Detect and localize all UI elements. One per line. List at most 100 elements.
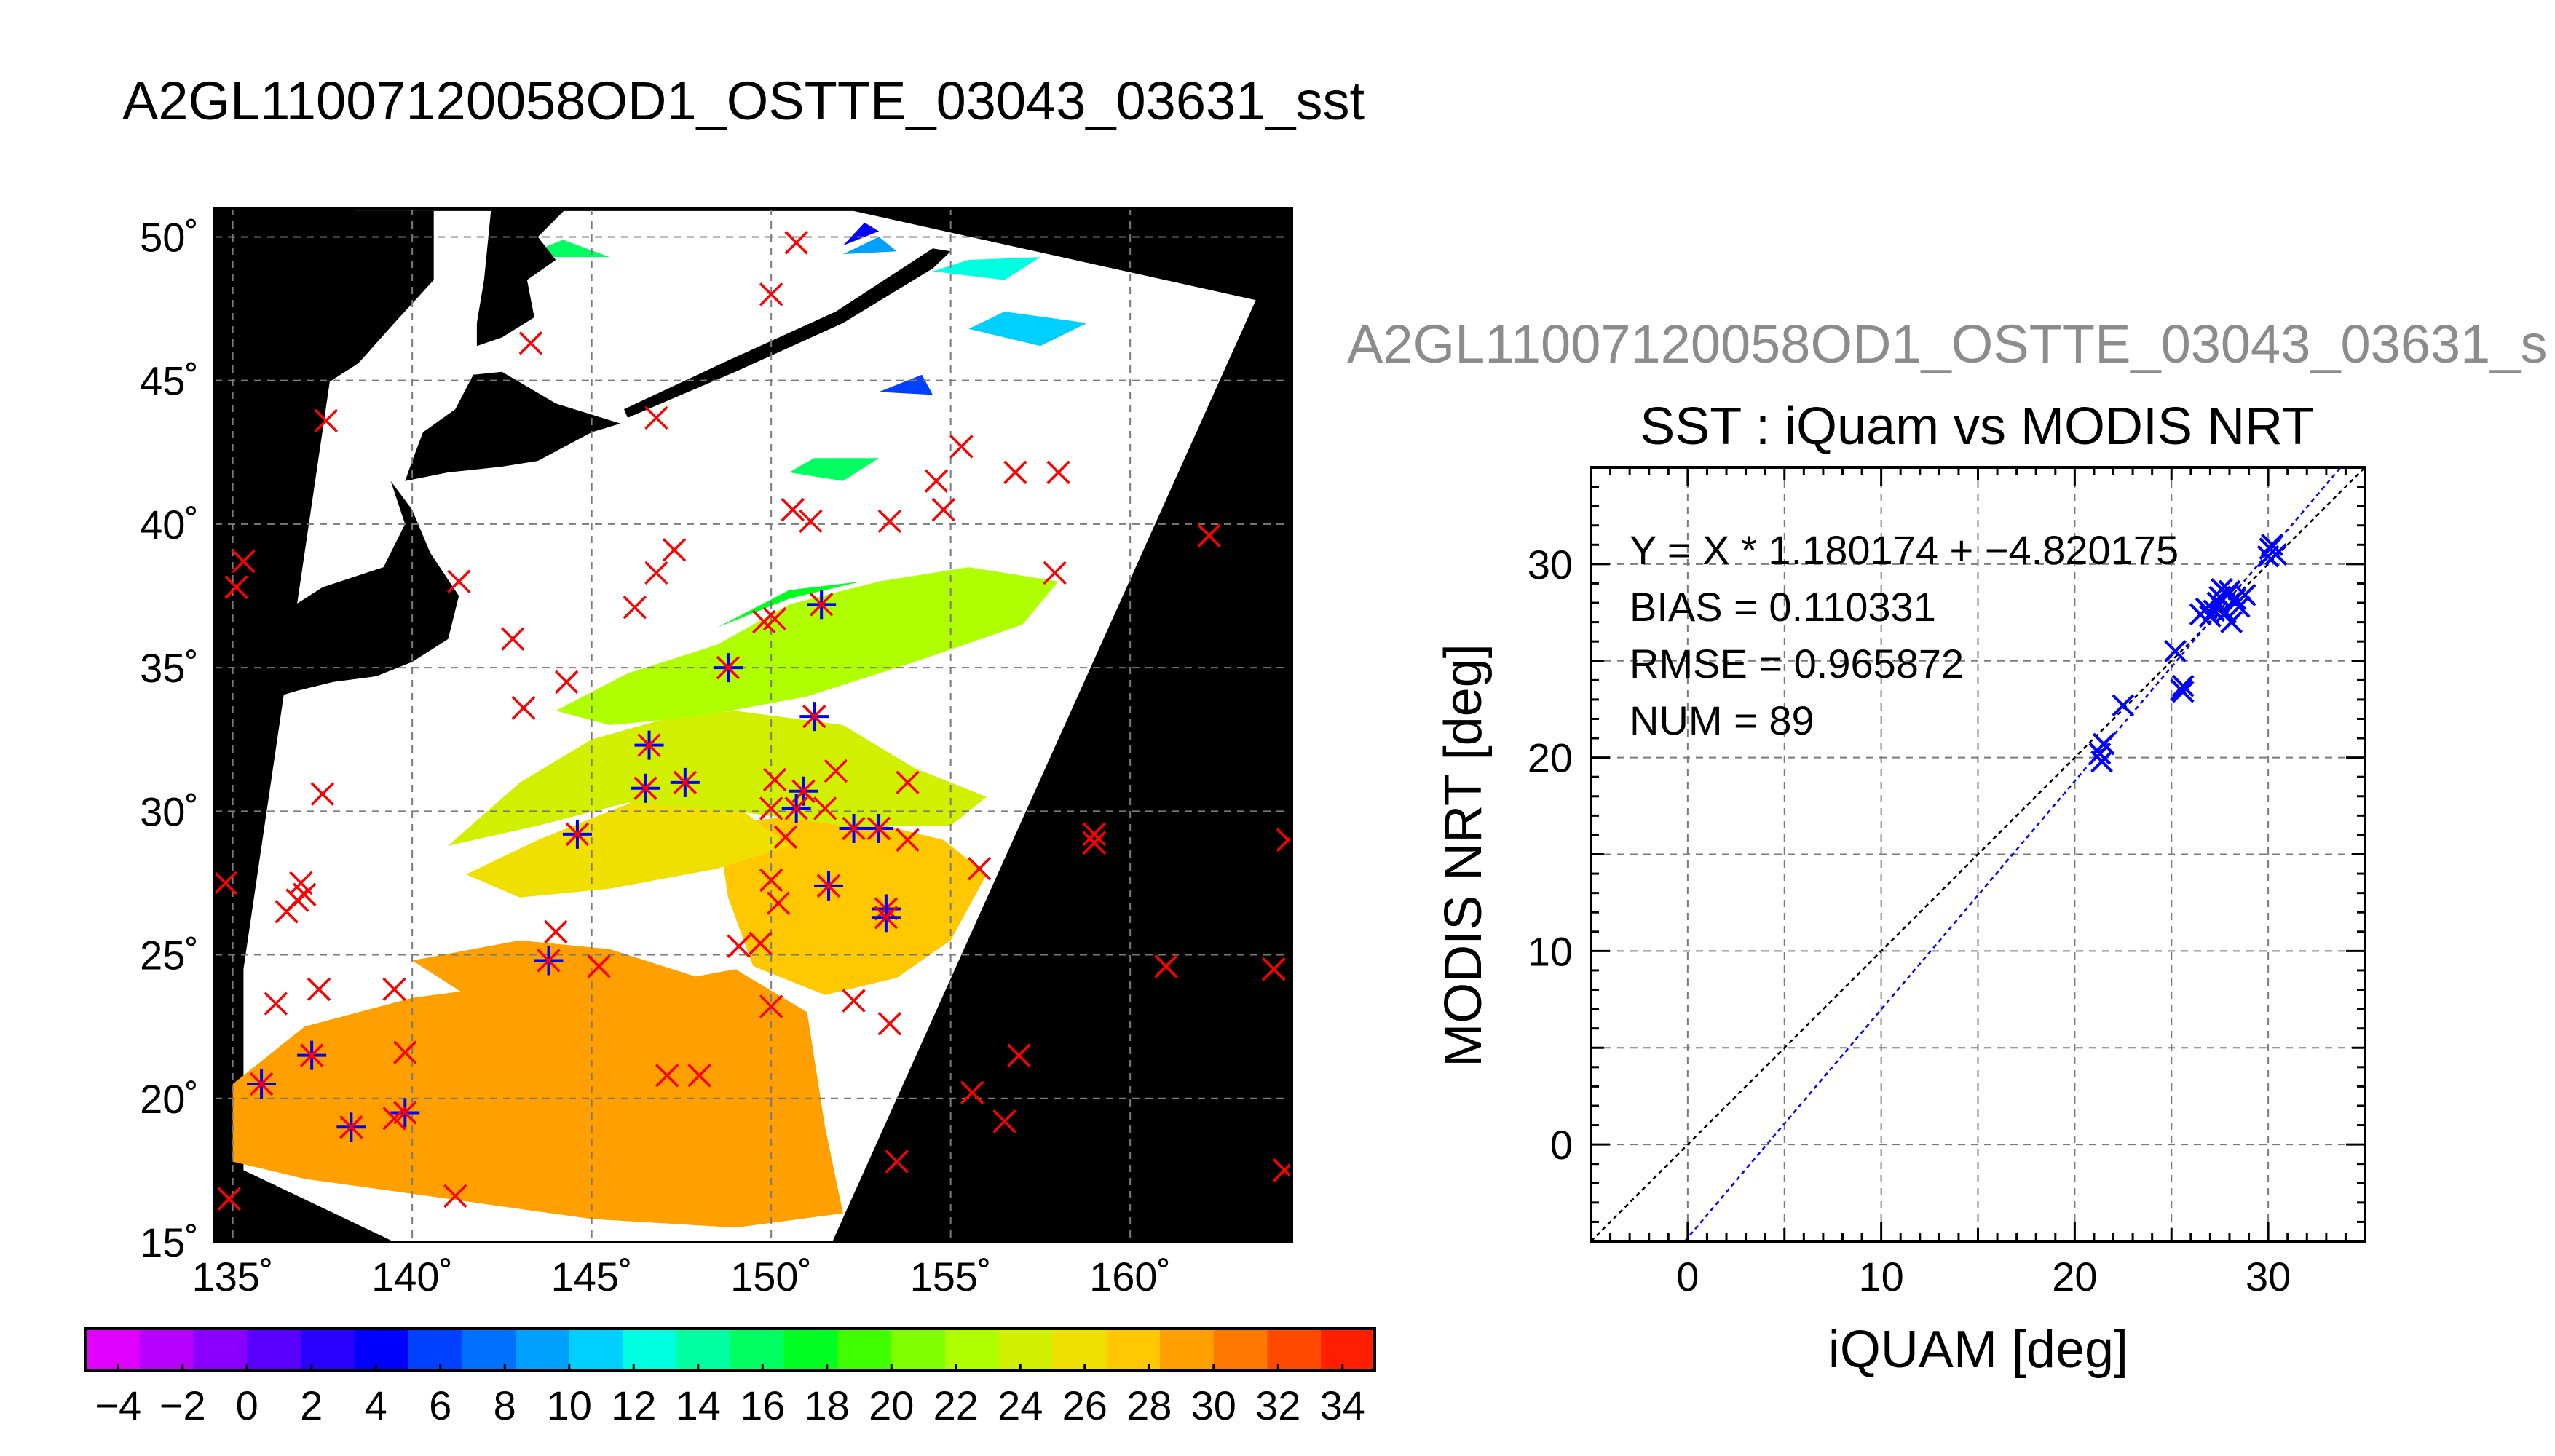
matchup-marker-used [390,1098,420,1128]
marker-stroke [1046,460,1070,485]
marker-stroke [1003,460,1027,485]
marker-stroke [633,776,657,801]
marker-stroke [232,549,256,574]
matchup-markers [215,231,1292,1211]
colorbar-tick-label: 28 [1126,1382,1172,1428]
y-tick-label: 0 [1550,1122,1573,1168]
matchup-marker [799,509,823,534]
scatter-point [2164,640,2187,662]
matchup-marker [623,596,647,620]
sst-patch [717,581,861,628]
lat-tick-label: 25˚ [140,933,199,978]
matchup-marker [518,331,543,355]
matchup-marker-used [814,871,844,901]
map-frame [213,207,1293,1243]
matchup-marker [1082,831,1107,855]
matchup-marker [500,627,525,651]
colorbar-cells [86,1329,1375,1371]
marker-stroke [799,509,823,534]
colorbar-tick-label: 8 [494,1382,516,1428]
matchup-marker [544,919,568,944]
marker-stroke [816,874,841,898]
marker-stroke [1276,834,1292,852]
colorbar-cell [247,1329,301,1371]
stats-regression: Y = X * 1.180174 + −4.820175 [1630,527,2179,573]
map-tick-labels: 15˚ 20˚ 25˚ 30˚ 35˚ 40˚ 45˚ 50˚ 135˚ 140˚ 145˚ 150˚… [140,214,1171,1299]
matchup-marker [759,994,783,1018]
matchup-marker [1276,828,1292,852]
colorbar-cell [623,1329,678,1371]
sst-patch [842,237,897,255]
matchup-marker [275,900,299,924]
colorbar-cell [1213,1329,1268,1371]
colorbar-cell [1106,1329,1161,1371]
scatter-point [2171,680,2195,703]
marker-stroke [802,704,826,729]
matchup-marker [382,1107,406,1131]
colorbar-frame [84,1327,1376,1372]
colorbar-cell [139,1329,194,1371]
matchup-marker [784,231,808,255]
matchup-marker [644,561,668,585]
marker-stroke [759,994,783,1018]
marker-stroke [339,1115,363,1139]
land-kuril [624,248,951,418]
marker-stroke [809,593,834,617]
matchup-marker [896,828,920,852]
matchup-marker-used [634,730,664,760]
marker-stroke [637,733,661,757]
marker-stroke [587,954,611,978]
matchup-marker [554,670,579,695]
point-stroke [2233,583,2256,606]
marker-stroke [762,606,787,631]
lat-tick-label: 20˚ [140,1076,199,1122]
matchup-marker [949,435,974,459]
marker-stroke [992,1109,1016,1133]
marker-stroke [518,331,543,355]
matchup-marker-used [807,590,837,620]
lat-tick-label: 15˚ [140,1219,199,1265]
marker-stroke [687,1063,711,1088]
matchup-marker [687,1063,711,1088]
point-stroke [2090,750,2113,773]
colorbar-cell [569,1329,624,1371]
marker-stroke [537,949,561,973]
lat-tick-label: 45˚ [140,358,199,404]
scatter-point [2171,674,2195,697]
colorbar-cell [354,1329,409,1371]
matchup-marker [393,1040,417,1064]
colorbar-tick-label: 18 [805,1382,850,1428]
colorbar-cell [837,1329,893,1371]
matchup-marker [877,509,902,534]
matchup-marker [924,469,949,493]
colorbar-cell [462,1329,516,1371]
sst-map: 15˚ 20˚ 25˚ 30˚ 35˚ 40˚ 45˚ 50˚ 135˚ 140˚ 145˚ 150˚… [140,207,1293,1299]
marker-stroke [289,871,313,895]
matchup-marker [960,1080,984,1105]
matchup-marker [896,770,920,795]
point-stroke [2164,640,2187,662]
lon-tick-label: 155˚ [910,1254,992,1299]
matchup-marker-used [247,1069,277,1099]
sst-patch [717,811,987,995]
marker-stroke [1007,1043,1031,1067]
marker-stroke [1272,1161,1292,1182]
marker-stroke [813,796,837,820]
sst-patch [466,796,789,898]
reference-lines [1590,467,2366,1242]
x-tick-label: 30 [2246,1254,2291,1299]
matchup-marker [447,569,471,594]
y-axis-label: MODIS NRT [deg] [1434,644,1493,1067]
scatter-title: SST : iQuam vs MODIS NRT [1640,397,2314,456]
marker-stroke [762,767,787,792]
colorbar-cell [193,1329,248,1371]
colorbar-cell [408,1329,463,1371]
marker-stroke [759,282,783,306]
marker-stroke [896,770,920,795]
matchup-marker-used [799,702,829,732]
marker-stroke [1043,561,1067,585]
marker-stroke [866,816,891,841]
point-stroke [2171,674,2195,697]
colorbar-cell [1267,1329,1322,1371]
scatter-tick-labels: 0 10 20 30 0 10 20 30 [1528,542,2291,1299]
